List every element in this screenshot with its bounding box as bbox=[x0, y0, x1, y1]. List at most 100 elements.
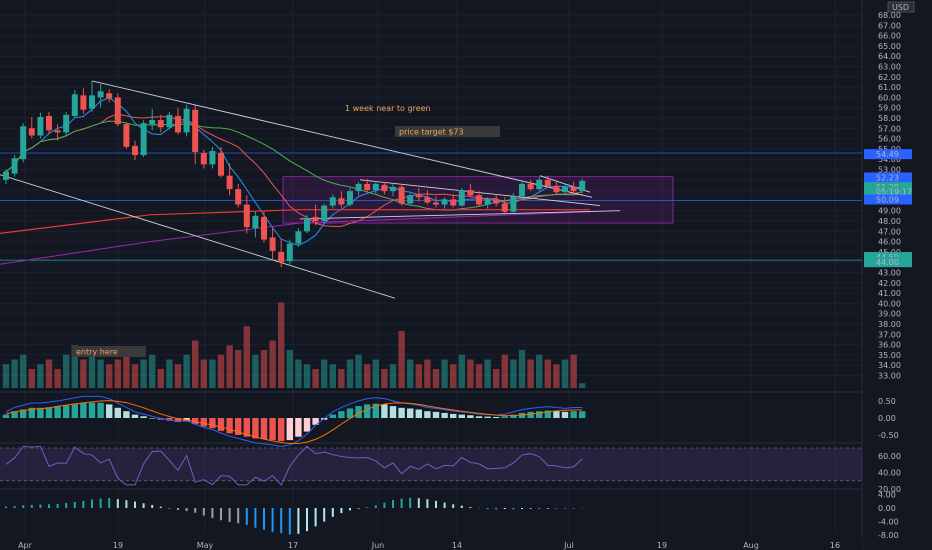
volume-bar bbox=[252, 354, 259, 388]
macd-bar bbox=[106, 404, 113, 418]
volume-bar bbox=[295, 359, 302, 388]
macd-bar bbox=[407, 408, 414, 418]
volume-bar bbox=[166, 359, 173, 388]
price-tick-label: 37.00 bbox=[878, 330, 901, 339]
candle-body bbox=[527, 183, 534, 190]
macd-bar bbox=[346, 408, 354, 418]
macd-bar bbox=[398, 407, 405, 418]
volume-bar bbox=[389, 364, 397, 388]
volume-bar bbox=[338, 369, 345, 388]
osc-bar bbox=[91, 499, 93, 508]
osc-bar bbox=[65, 502, 68, 508]
candle-body bbox=[570, 187, 577, 192]
osc-bar bbox=[357, 508, 360, 509]
candle-body bbox=[519, 183, 525, 197]
price-tick-label: 68.00 bbox=[878, 11, 901, 20]
price-badge bbox=[864, 186, 912, 197]
price-tick-label: 58.00 bbox=[878, 114, 901, 123]
macd-bar bbox=[424, 411, 431, 418]
candle-body bbox=[226, 175, 233, 190]
annotation-text: 1 week near to green bbox=[345, 104, 431, 113]
price-tick-label: 38.00 bbox=[878, 320, 901, 329]
volume-bar bbox=[209, 359, 216, 388]
price-tick-label: 66.00 bbox=[878, 32, 901, 41]
candle-body bbox=[71, 94, 78, 116]
candle-body bbox=[80, 95, 87, 110]
macd-bar bbox=[140, 416, 147, 418]
price-tick-label: 33.00 bbox=[878, 372, 901, 381]
volume-bar bbox=[123, 354, 130, 388]
candle-body bbox=[28, 128, 35, 136]
macd-bar bbox=[37, 407, 44, 418]
volume-bar bbox=[235, 350, 242, 388]
volume-bar bbox=[510, 359, 517, 388]
candle-body bbox=[467, 190, 474, 196]
macd-bar bbox=[372, 403, 379, 418]
volume-bar bbox=[467, 359, 474, 388]
price-tick-label: 48.00 bbox=[878, 217, 901, 226]
macd-bar bbox=[536, 411, 543, 418]
volume-bar bbox=[458, 354, 465, 388]
volume-bar bbox=[192, 340, 199, 388]
volume-bar bbox=[424, 359, 431, 388]
osc-bar bbox=[48, 504, 50, 508]
macd-bar bbox=[312, 418, 319, 425]
candle-body bbox=[441, 199, 448, 205]
volume-bar bbox=[579, 383, 586, 388]
volume-bar bbox=[106, 364, 113, 388]
volume-bar bbox=[475, 364, 483, 388]
osc-bar bbox=[503, 508, 506, 510]
osc-bar bbox=[564, 508, 566, 509]
volume-bar bbox=[536, 354, 543, 388]
volume-bar bbox=[561, 359, 569, 388]
macd-bar bbox=[389, 406, 397, 418]
price-tick-label: 41.00 bbox=[878, 289, 901, 298]
price-tick-label: 60.00 bbox=[878, 93, 901, 102]
osc-bar bbox=[73, 501, 76, 508]
macd-bar bbox=[252, 418, 259, 439]
candle-body bbox=[132, 145, 138, 156]
candle-body bbox=[295, 231, 302, 244]
candle-body bbox=[106, 93, 113, 99]
macd-bar bbox=[28, 407, 35, 418]
macd-bar bbox=[570, 411, 577, 418]
macd-bar bbox=[131, 414, 139, 418]
volume-bar bbox=[11, 359, 18, 388]
time-tick-label: 19 bbox=[657, 541, 667, 550]
candle-body bbox=[140, 123, 147, 156]
price-tick-label: 40.00 bbox=[878, 299, 901, 308]
volume-bar bbox=[544, 359, 551, 388]
price-badge bbox=[864, 252, 912, 263]
osc-bar bbox=[237, 508, 240, 524]
trend-line bbox=[359, 179, 601, 206]
osc-bar bbox=[538, 508, 541, 510]
volume-bar bbox=[260, 350, 268, 388]
macd-bar bbox=[501, 416, 508, 418]
osc-bar bbox=[263, 508, 265, 530]
candle-body bbox=[183, 108, 190, 133]
volume-bars bbox=[2, 302, 586, 388]
candle-body bbox=[562, 187, 568, 193]
volume-bar bbox=[372, 359, 379, 388]
osc-bar bbox=[521, 508, 523, 510]
price-tick-label: 53.00 bbox=[878, 166, 901, 175]
time-tick-label: Jun bbox=[371, 541, 385, 550]
osc-tick-label: -4.00 bbox=[878, 518, 899, 527]
osc-bar bbox=[529, 508, 532, 509]
volume-bar bbox=[398, 331, 405, 388]
osc-bar bbox=[486, 508, 489, 510]
price-tick-label: 61.00 bbox=[878, 83, 901, 92]
osc-bar bbox=[56, 503, 59, 508]
volume-bar bbox=[88, 350, 96, 388]
time-tick-label: Jul bbox=[563, 541, 574, 550]
macd-bar bbox=[475, 416, 483, 418]
price-tick-label: 36.00 bbox=[878, 341, 901, 350]
time-tick-label: Aug bbox=[743, 541, 759, 550]
time-axis[interactable]: Apr 19 May 17 Jun 14 Jul 19 Aug 16 bbox=[0, 538, 862, 550]
candle-body bbox=[37, 116, 44, 136]
volume-bar bbox=[570, 354, 577, 388]
macd-bar bbox=[114, 407, 121, 418]
